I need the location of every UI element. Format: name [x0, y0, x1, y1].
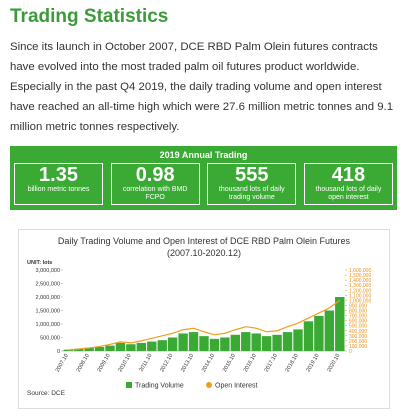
- volume-bar: [157, 340, 167, 351]
- y-tick-label: 1,000,000: [36, 322, 60, 328]
- stat-box: 0.98 correlation with BMD FCPO: [110, 163, 200, 205]
- volume-bar: [94, 346, 105, 351]
- source: Source: DCE: [27, 390, 66, 397]
- volume-bar: [136, 342, 147, 351]
- volume-bar: [251, 333, 261, 351]
- x-tick-label: 2020.10: [326, 353, 341, 373]
- y2-tick-label: 600,000: [349, 319, 367, 325]
- chart-subtitle: (2007.10-2020.12): [167, 248, 241, 258]
- volume-bar: [293, 329, 303, 351]
- y-tick-label: 500,000: [40, 336, 60, 342]
- stat-label: correlation with BMD FCPO: [122, 186, 188, 201]
- y2-tick-label: 800,000: [349, 309, 367, 315]
- chart: Daily Trading Volume and Open Interest o…: [27, 236, 371, 397]
- y2-tick-label: 1,000,000: [349, 298, 371, 304]
- volume-bar: [147, 341, 157, 351]
- y2-tick-label: 500,000: [349, 324, 367, 330]
- y2-tick-label: 0: [349, 349, 352, 355]
- legend-swatch: [126, 382, 132, 388]
- volume-bar: [126, 344, 136, 351]
- volume-bar: [220, 337, 230, 351]
- y2-tick-label: 200,000: [349, 339, 367, 345]
- volume-bar: [167, 337, 178, 351]
- oi-line: [68, 299, 341, 351]
- stat-value: 418: [331, 164, 366, 186]
- x-tick-label: 2014.10: [201, 353, 216, 373]
- volume-bar: [105, 345, 115, 351]
- volume-bar: [324, 310, 335, 351]
- x-tick-label: 2016.10: [243, 353, 258, 373]
- y2-tick-label: 1,100,000: [349, 293, 371, 299]
- volume-bar: [230, 334, 241, 351]
- y2-tick-label: 700,000: [349, 314, 367, 320]
- x-tick-label: 2011.10: [139, 353, 154, 373]
- stat-label: thousand lots of daily open interest: [315, 186, 382, 201]
- volume-bar: [199, 336, 209, 351]
- x-tick-label: 2010.10: [117, 353, 132, 373]
- volume-bar: [314, 315, 324, 351]
- legend-swatch: [206, 382, 212, 388]
- volume-bar: [272, 334, 282, 351]
- volume-bar: [282, 332, 293, 351]
- stat-box: 555 thousand lots of daily trading volume: [207, 163, 297, 205]
- title: Trading Statistics: [10, 6, 169, 27]
- volume-bar: [178, 333, 188, 351]
- x-tick-label: 2019.10: [305, 353, 320, 373]
- stat-box: 418 thousand lots of daily open interest: [303, 163, 393, 205]
- x-tick-label: 2017.10: [264, 353, 279, 373]
- stats-panel: 2019 Annual Trading 1.35 billion metric t…: [10, 146, 397, 210]
- y-tick-label: 1,500,000: [36, 309, 60, 315]
- y-tick-label: 0: [57, 349, 60, 355]
- stats-row: 1.35 billion metric tonnes 0.98 correlation…: [10, 160, 397, 205]
- y2-tick-label: 1,300,000: [349, 283, 371, 289]
- volume-bar: [84, 347, 94, 351]
- y2-tick-label: 400,000: [349, 329, 367, 335]
- chart-box: Daily Trading Volume and Open Interest o…: [18, 229, 390, 409]
- intro: Since its launch in October 2007, DCE RB…: [10, 41, 394, 133]
- chart-title: Daily Trading Volume and Open Interest o…: [58, 236, 351, 246]
- x-tick-label: 2015.10: [222, 353, 237, 373]
- legend-label: Open Interest: [215, 383, 257, 390]
- x-tick-label: 2012.10: [159, 353, 174, 373]
- volume-bar: [303, 321, 314, 351]
- x-tick-label: 2018.10: [285, 353, 300, 373]
- stat-label: billion metric tonnes: [27, 186, 90, 193]
- volume-bar: [115, 342, 126, 351]
- stats-heading: 2019 Annual Trading: [159, 150, 248, 160]
- legend-label: Trading Volume: [135, 383, 184, 390]
- volume-bar: [73, 348, 84, 351]
- y2-tick-label: 1,200,000: [349, 288, 371, 294]
- stat-value: 1.35: [39, 164, 78, 186]
- volume-bar: [335, 297, 345, 351]
- volume-bar: [209, 338, 220, 351]
- stat-label: thousand lots of daily trading volume: [218, 186, 285, 201]
- stat-value: 0.98: [135, 164, 175, 186]
- stat-box: 1.35 billion metric tonnes: [14, 163, 103, 205]
- y-tick-label: 2,500,000: [36, 282, 60, 288]
- volume-bar: [261, 336, 272, 351]
- x-tick-label: 2009.10: [97, 353, 112, 373]
- y-tick-label: 2,000,000: [36, 295, 60, 301]
- y2-tick-label: 300,000: [349, 334, 367, 340]
- volume-bar: [63, 349, 73, 351]
- x-tick-label: 2007.10: [55, 353, 70, 373]
- volume-bar: [188, 332, 199, 351]
- y-tick-label: 3,000,000: [36, 268, 60, 274]
- y2-tick-label: 900,000: [349, 303, 367, 309]
- stat-value: 555: [235, 164, 269, 186]
- unit: UNIT: lots: [27, 260, 52, 266]
- volume-bar: [241, 332, 251, 351]
- x-tick-label: 2013.10: [180, 353, 195, 373]
- x-tick-label: 2008.10: [76, 353, 91, 373]
- y2-tick-label: 1,600,000: [349, 268, 371, 274]
- y2-tick-label: 100,000: [349, 344, 367, 350]
- y2-tick-label: 1,400,000: [349, 278, 371, 284]
- y2-tick-label: 1,500,000: [349, 273, 371, 279]
